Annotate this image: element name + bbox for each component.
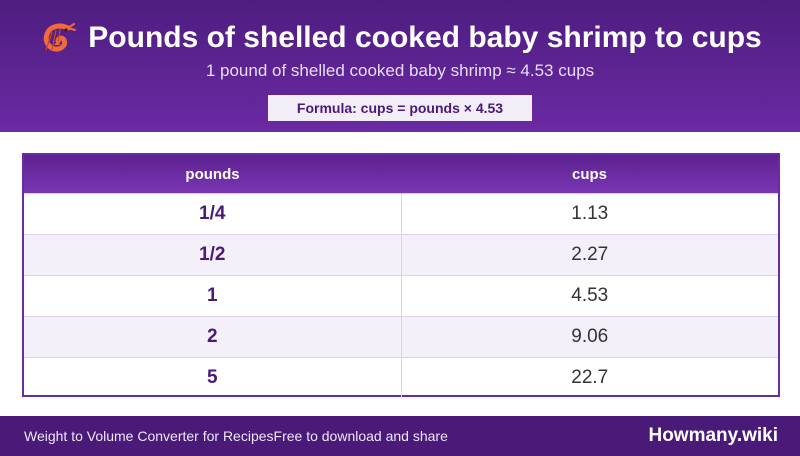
cups-cell: 4.53 [571,285,609,306]
pounds-cell: 1/2 [24,235,402,275]
table-row: 1/4 1.13 [24,193,778,234]
table-row: 1 4.53 [24,275,778,316]
subtitle: 1 pound of shelled cooked baby shrimp ≈ … [205,61,595,80]
table-row: 5 22.7 [24,357,778,398]
footer-site-description: Weight to Volume Converter for Recipes [24,428,274,444]
column-header-cups: cups [571,165,607,183]
page-title: Pounds of shelled cooked baby shrimp to … [88,21,762,54]
table-row: 2 9.06 [24,316,778,357]
formula-box: Formula: cups = pounds × 4.53 [268,95,532,121]
shrimp-icon [44,23,77,52]
header: Pounds of shelled cooked baby shrimp to … [0,0,800,132]
conversion-table: pounds cups 1/4 1.13 1/2 2.27 1 4.53 2 9… [22,153,780,398]
pounds-cell: 5 [24,358,402,398]
pounds-cell: 1 [24,276,402,316]
pounds-cell: 2 [24,317,402,357]
footer-tagline: Free to download and share [273,428,448,444]
cups-cell: 2.27 [571,244,609,265]
cups-cell: 1.13 [571,203,609,224]
pounds-cell: 1/4 [24,194,402,234]
title-row: Pounds of shelled cooked baby shrimp to … [0,14,800,62]
column-header-pounds: pounds [185,165,240,183]
footer: Weight to Volume Converter for Recipes F… [0,416,800,456]
cups-cell: 22.7 [571,367,609,388]
cups-cell: 9.06 [571,326,609,347]
table-header: pounds cups [24,155,778,193]
table-row: 1/2 2.27 [24,234,778,275]
footer-brand[interactable]: Howmany.wiki [648,425,778,446]
